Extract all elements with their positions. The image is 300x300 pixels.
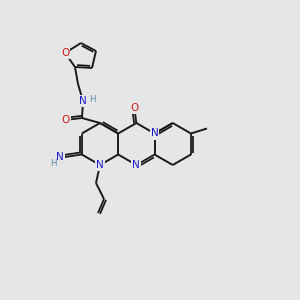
Text: N: N (96, 160, 104, 170)
Text: O: O (130, 103, 139, 113)
Text: H: H (89, 94, 95, 103)
Text: N: N (56, 152, 64, 163)
Text: N: N (133, 160, 140, 170)
Text: H: H (51, 159, 57, 168)
Text: O: O (61, 48, 69, 58)
Text: N: N (79, 96, 87, 106)
Text: O: O (62, 115, 70, 125)
Text: N: N (151, 128, 158, 139)
